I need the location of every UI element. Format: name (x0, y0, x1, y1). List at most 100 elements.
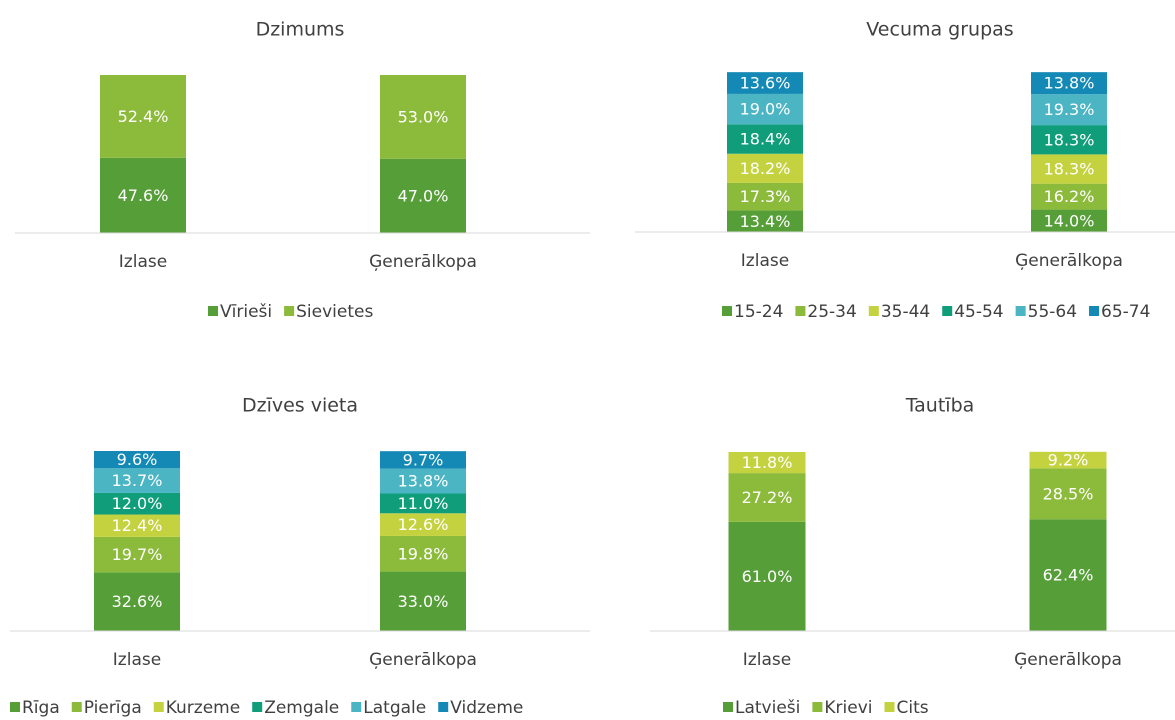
value-label: 47.6% (118, 186, 169, 205)
chart-title: Tautība (905, 395, 975, 417)
value-label: 12.0% (112, 494, 163, 513)
value-label: 12.4% (112, 516, 163, 535)
value-label: 13.6% (740, 74, 791, 93)
legend-swatch (284, 306, 295, 316)
legend-label: Zemgale (264, 698, 339, 718)
bar-segment (380, 571, 466, 631)
legend-label: Kurzeme (166, 698, 240, 718)
legend-swatch (723, 702, 733, 712)
bar-segment (1031, 72, 1107, 95)
value-label: 18.3% (1044, 160, 1095, 179)
value-label: 18.2% (740, 159, 791, 178)
bar-segment (1029, 468, 1107, 520)
bar-segment (380, 493, 466, 514)
legend-label: Latvieši (735, 698, 800, 718)
legend-swatch (942, 306, 953, 316)
bar-segment (728, 452, 806, 474)
value-label: 33.0% (398, 592, 449, 611)
bar-segment (727, 153, 803, 183)
value-label: 19.3% (1044, 100, 1095, 119)
value-label: 13.8% (1044, 74, 1095, 93)
bar-segment (727, 124, 803, 154)
value-label: 32.6% (112, 592, 163, 611)
legend-swatch (868, 306, 879, 316)
value-label: 17.3% (740, 187, 791, 206)
legend-swatch (884, 702, 895, 712)
x-tick-label: Ģenerālkopa (1014, 650, 1122, 670)
value-label: 11.8% (742, 453, 793, 472)
legend-swatch (795, 306, 806, 316)
x-tick-label: Izlase (119, 252, 167, 272)
value-label: 52.4% (118, 107, 169, 126)
legend-label: Pierīga (84, 698, 142, 718)
chart-title: Vecuma grupas (866, 19, 1013, 41)
x-tick-label: Ģenerālkopa (369, 650, 477, 670)
bar-segment (1031, 154, 1107, 184)
legend-swatch (1015, 306, 1026, 316)
value-label: 47.0% (398, 186, 449, 205)
legend-swatch (351, 702, 362, 712)
value-label: 27.2% (742, 488, 793, 507)
bar-segment (1031, 183, 1107, 210)
bar-segment (380, 468, 466, 494)
value-label: 19.8% (398, 544, 449, 563)
legend-label: 45-54 (954, 302, 1003, 322)
legend-swatch (153, 702, 164, 712)
bar-segment (727, 93, 803, 125)
bar-segment (727, 72, 803, 94)
bar-segment (94, 536, 180, 573)
bar-segment (1031, 94, 1107, 126)
legend-swatch (71, 702, 82, 712)
legend-label: Vidzeme (450, 698, 523, 718)
bar-segment (380, 158, 466, 233)
bar-segment (100, 75, 186, 158)
value-label: 9.7% (403, 450, 444, 469)
bar-segment (728, 473, 806, 522)
x-tick-label: Ģenerālkopa (1015, 251, 1123, 271)
value-label: 13.8% (398, 472, 449, 491)
value-label: 28.5% (1043, 484, 1094, 503)
x-tick-label: Izlase (741, 251, 789, 271)
value-label: 53.0% (398, 107, 449, 126)
value-label: 19.7% (112, 545, 163, 564)
bar-segment (94, 451, 180, 469)
legend-label: 35-44 (881, 302, 930, 322)
bar-segment (728, 521, 806, 631)
bar-segment (380, 513, 466, 536)
bar-segment (94, 492, 180, 515)
bar-segment (94, 572, 180, 631)
legend-label: Krievi (824, 698, 872, 718)
legend-swatch (208, 306, 218, 316)
legend-label: 15-24 (734, 302, 783, 322)
bar-segment (1031, 125, 1107, 155)
bar-segment (94, 468, 180, 493)
legend-swatch (10, 702, 20, 712)
value-label: 14.0% (1044, 211, 1095, 230)
legend-swatch (722, 306, 732, 316)
x-tick-label: Ģenerālkopa (369, 252, 477, 272)
x-tick-label: Izlase (113, 650, 161, 670)
x-tick-label: Izlase (743, 650, 791, 670)
value-label: 16.2% (1044, 187, 1095, 206)
value-label: 61.0% (742, 567, 793, 586)
legend-label: Latgale (363, 698, 426, 718)
value-label: 62.4% (1043, 566, 1094, 585)
legend-label: Vīrieši (220, 302, 272, 322)
legend-label: Cits (897, 698, 929, 718)
legend-label: 55-64 (1028, 302, 1077, 322)
value-label: 19.0% (740, 100, 791, 119)
value-label: 9.6% (117, 450, 158, 469)
bar-segment (380, 535, 466, 572)
bar-segment (727, 210, 803, 232)
legend-swatch (1089, 306, 1100, 316)
bar-segment (100, 157, 186, 233)
value-label: 18.3% (1044, 130, 1095, 149)
legend-label: Sievietes (296, 302, 373, 322)
chart-title: Dzimums (256, 19, 345, 41)
legend-swatch (252, 702, 263, 712)
bar-segment (1029, 519, 1107, 631)
chart-title: Dzīves vieta (242, 395, 358, 417)
value-label: 9.2% (1048, 451, 1089, 470)
